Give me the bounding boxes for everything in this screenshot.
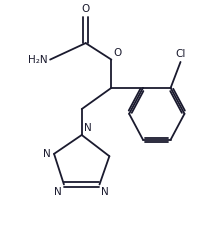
Text: O: O [82, 4, 90, 14]
Text: Cl: Cl [175, 49, 186, 59]
Text: O: O [113, 48, 122, 58]
Text: H₂N: H₂N [28, 55, 48, 65]
Text: N: N [84, 123, 92, 133]
Text: N: N [54, 187, 62, 197]
Text: N: N [43, 149, 51, 159]
Text: N: N [101, 187, 109, 197]
